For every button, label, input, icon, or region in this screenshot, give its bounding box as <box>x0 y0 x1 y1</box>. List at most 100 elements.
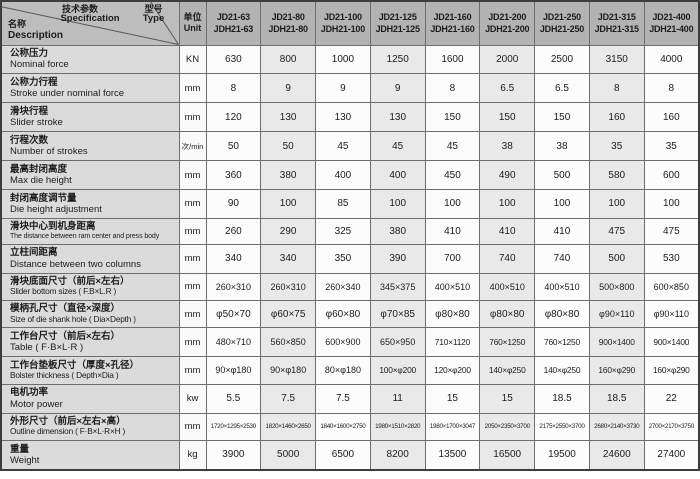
unit-cell: kg <box>178 439 207 471</box>
value-cell: 100 <box>369 188 426 219</box>
row-label: 滑块底面尺寸（前后×左右） Slider bottom sizes ( F.B×L… <box>0 272 180 301</box>
value-cell: 38 <box>534 131 590 162</box>
value-cell: 16500 <box>479 439 536 471</box>
value-cell: 27400 <box>643 439 700 471</box>
row-label: 立柱间距离 Distance between two columns <box>0 243 180 274</box>
value-cell: 50 <box>205 131 262 162</box>
corner-description-label: 名称 Description <box>8 18 64 41</box>
value-cell: 35 <box>643 131 700 162</box>
value-cell: 100 <box>643 188 700 219</box>
corner-header-cell: 技术参数 Specification 型号 Type 名称 Descriptio… <box>0 0 180 46</box>
value-cell: 760×1250 <box>479 327 536 358</box>
value-cell: 24600 <box>588 439 645 471</box>
value-cell: 7.5 <box>315 383 371 414</box>
value-cell: 2050×2350×3700 <box>479 412 536 441</box>
unit-cell: mm <box>178 327 207 358</box>
value-cell: 2700×2170×3750 <box>643 412 700 441</box>
value-cell: 80×φ180 <box>315 356 371 385</box>
value-cell: 410 <box>534 217 590 245</box>
value-cell: 400×510 <box>534 272 590 301</box>
value-cell: φ50×70 <box>205 299 262 329</box>
value-cell: 3150 <box>588 44 645 75</box>
value-cell: φ80×80 <box>424 299 481 329</box>
value-cell: 45 <box>424 131 481 162</box>
value-cell: 740 <box>479 243 536 274</box>
value-cell: 45 <box>369 131 426 162</box>
value-cell: φ90×110 <box>643 299 700 329</box>
row-label: 公称力行程 Stroke under nominal force <box>0 73 180 104</box>
value-cell: 260×340 <box>315 272 371 301</box>
value-cell: 13500 <box>424 439 481 471</box>
value-cell: 6.5 <box>534 73 590 104</box>
value-cell: φ80×80 <box>479 299 536 329</box>
value-cell: 2500 <box>534 44 590 75</box>
value-cell: 90 <box>205 188 262 219</box>
corner-type-label: 型号 Type <box>142 4 165 25</box>
value-cell: 1000 <box>315 44 371 75</box>
value-cell: 90×φ180 <box>205 356 262 385</box>
value-cell: 900×1400 <box>588 327 645 358</box>
value-cell: 8 <box>588 73 645 104</box>
value-cell: 360 <box>205 160 262 190</box>
value-cell: 15 <box>424 383 481 414</box>
table-row: 立柱间距离 Distance between two columns mm 340 34… <box>0 243 700 274</box>
value-cell: 8200 <box>369 439 426 471</box>
value-cell: 18.5 <box>534 383 590 414</box>
value-cell: 9 <box>260 73 317 104</box>
value-cell: 650×950 <box>369 327 426 358</box>
value-cell: 600×850 <box>643 272 700 301</box>
table-body: 公称压力 Nominal force KN 630 800 1000 1250 1600 200… <box>0 44 700 471</box>
value-cell: 160×φ290 <box>643 356 700 385</box>
table-row: 行程次数 Number of strokes 次/min 50 50 45 45 45 38 38… <box>0 131 700 162</box>
value-cell: 630 <box>205 44 262 75</box>
value-cell: φ90×110 <box>588 299 645 329</box>
unit-cell: KN <box>178 44 207 75</box>
value-cell: 160×φ290 <box>588 356 645 385</box>
value-cell: 130 <box>369 102 426 133</box>
value-cell: 380 <box>260 160 317 190</box>
value-cell: 1720×1295×2530 <box>205 412 262 441</box>
value-cell: 900×1400 <box>643 327 700 358</box>
table-row: 滑块行程 Slider stroke mm 120 130 130 130 150 150 150… <box>0 102 700 133</box>
row-label: 电机功率 Motor power <box>0 383 180 414</box>
model-header-jd21-250: JD21-250 JDH21-250 <box>534 0 590 46</box>
unit-cell: mm <box>178 243 207 274</box>
value-cell: 400 <box>369 160 426 190</box>
table-row: 外形尺寸（前后×左右×高） Outline dimension ( F·B×L·R… <box>0 412 700 441</box>
value-cell: 340 <box>260 243 317 274</box>
value-cell: 35 <box>588 131 645 162</box>
value-cell: 760×1250 <box>534 327 590 358</box>
value-cell: 1980×1510×2820 <box>369 412 426 441</box>
table-row: 重量 Weight kg 3900 5000 6500 8200 13500 16500 1950… <box>0 439 700 471</box>
value-cell: 290 <box>260 217 317 245</box>
value-cell: 475 <box>588 217 645 245</box>
value-cell: 1980×1700×3047 <box>424 412 481 441</box>
value-cell: 2000 <box>479 44 536 75</box>
value-cell: φ80×80 <box>534 299 590 329</box>
row-label: 工作台尺寸（前后×左右） Table ( F·B×L·R ) <box>0 327 180 358</box>
table-row: 模柄孔尺寸（直径×深度） Size of die shank hole ( Dia… <box>0 299 700 329</box>
value-cell: 600×900 <box>315 327 371 358</box>
unit-cell: mm <box>178 160 207 190</box>
model-header-jd21-100: JD21-100 JDH21-100 <box>315 0 371 46</box>
table-row: 封闭高度调节量 Die height adjustment mm 90 100 85 100… <box>0 188 700 219</box>
value-cell: 490 <box>479 160 536 190</box>
model-header-jd21-315: JD21-315 JDH21-315 <box>588 0 645 46</box>
value-cell: 500 <box>534 160 590 190</box>
value-cell: 120×φ200 <box>424 356 481 385</box>
row-label: 封闭高度调节量 Die height adjustment <box>0 188 180 219</box>
corner-specification-label: 技术参数 Specification <box>60 4 120 25</box>
value-cell: 5.5 <box>205 383 262 414</box>
table-row: 最高封闭高度 Max die height mm 360 380 400 400 450 490… <box>0 160 700 190</box>
value-cell: 130 <box>260 102 317 133</box>
unit-cell: 次/min <box>178 131 207 162</box>
header-row: 技术参数 Specification 型号 Type 名称 Descriptio… <box>0 0 700 46</box>
value-cell: 150 <box>479 102 536 133</box>
value-cell: 450 <box>424 160 481 190</box>
unit-cell: mm <box>178 356 207 385</box>
model-header-jd21-160: JD21-160 JDH21-160 <box>424 0 481 46</box>
row-label: 工作台垫板尺寸（厚度×孔径） Bolster thickness ( Depth×… <box>0 356 180 385</box>
row-label: 滑块中心到机身距离 The distance between ram center… <box>0 217 180 245</box>
value-cell: 600 <box>643 160 700 190</box>
